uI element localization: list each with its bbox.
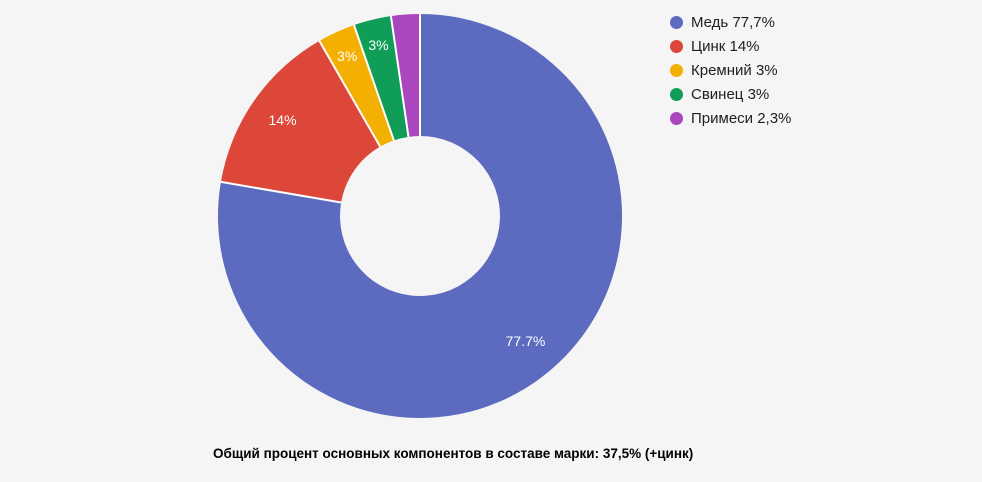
- pie-slice-0[interactable]: [218, 14, 622, 418]
- legend-color-dot: [670, 15, 683, 29]
- slice-label-2: 3%: [337, 48, 357, 64]
- slice-label-3: 3%: [368, 37, 388, 53]
- legend-color-dot: [670, 111, 683, 125]
- legend-label: Цинк 14%: [691, 37, 760, 55]
- legend-label: Примеси 2,3%: [691, 109, 792, 127]
- slice-label-0: 77.7%: [506, 333, 546, 349]
- legend-item-kremnij[interactable]: Кремний 3%: [670, 58, 791, 82]
- slice-label-1: 14%: [269, 112, 297, 128]
- legend-color-dot: [670, 63, 683, 77]
- pie-slice-4[interactable]: [390, 14, 420, 137]
- legend-item-primesi[interactable]: Примеси 2,3%: [670, 106, 791, 130]
- chart-legend: Медь 77,7% Цинк 14% Кремний 3% Свинец 3%…: [670, 10, 791, 130]
- legend-item-svinec[interactable]: Свинец 3%: [670, 82, 791, 106]
- slice-divider: [220, 180, 342, 204]
- legend-label: Свинец 3%: [691, 85, 770, 103]
- slice-divider: [353, 24, 395, 141]
- legend-item-cink[interactable]: Цинк 14%: [670, 34, 791, 58]
- legend-color-dot: [670, 39, 683, 53]
- legend-label: Медь 77,7%: [691, 13, 775, 31]
- slice-divider: [389, 15, 410, 137]
- legend-label: Кремний 3%: [691, 61, 778, 79]
- pie-slice-2[interactable]: [319, 25, 394, 147]
- chart-caption: Общий процент основных компонентов в сос…: [213, 446, 694, 461]
- pie-slice-1[interactable]: [220, 40, 381, 203]
- slice-divider: [318, 40, 382, 148]
- legend-item-medj[interactable]: Медь 77,7%: [670, 10, 791, 34]
- legend-color-dot: [670, 87, 683, 101]
